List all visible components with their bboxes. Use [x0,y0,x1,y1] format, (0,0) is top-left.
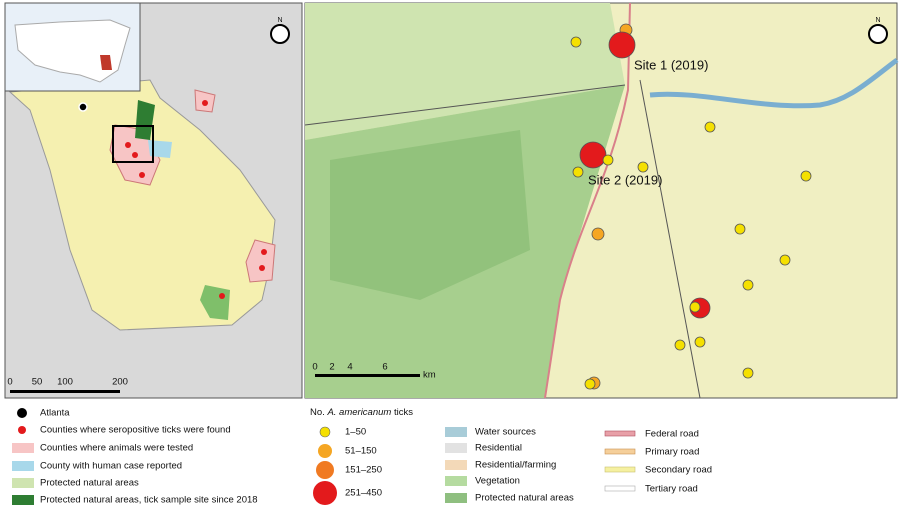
north-label: N [277,17,282,24]
legend-title: No. A. americanum ticks [310,407,413,418]
legend-label: Secondary road [645,465,712,476]
legend-label: 251–450 [345,488,382,499]
boundary [304,84,626,126]
legend-label: Federal road [645,429,699,440]
legend-label: Vegetation [475,476,520,487]
legend-symbol [12,443,34,453]
vegetation [305,3,625,140]
legend-label: Residential [475,443,522,454]
scale-bar [10,390,120,393]
legend-label: 51–150 [345,446,377,457]
legend-symbol [319,426,331,438]
study-box [112,125,154,163]
water [649,57,899,109]
legend-symbol [604,448,636,455]
north-arrow [270,24,290,44]
atlanta-marker [78,102,88,112]
legend-label: Protected natural areas [40,478,139,489]
north-label: N [875,17,880,24]
scale-unit: km [423,370,436,381]
georgia [8,79,276,331]
legend-symbol [604,430,636,437]
legend-symbol [17,408,27,418]
legend-label: Protected natural areas, tick sample sit… [40,495,258,506]
scale-label: 50 [32,377,43,388]
legend-symbol [445,476,467,486]
scale-label: 200 [112,377,128,388]
road [639,79,701,399]
legend-symbol [12,478,34,488]
scale-label: 6 [382,362,387,373]
legend-label: Tertiary road [645,484,698,495]
protected-area [330,130,530,300]
legend-symbol [445,493,467,503]
title-part: ticks [394,407,413,418]
legend-symbol [12,461,34,471]
seropositive-dots [125,100,267,299]
legend-label: 1–50 [345,427,366,438]
scale-label: 0 [7,377,12,388]
legend-symbol [318,444,332,458]
legend-symbol [445,443,467,453]
legend-symbol [445,460,467,470]
scale-bar [315,374,420,377]
federal-road [544,2,631,399]
tick-sites [570,23,812,390]
legend-symbol [18,426,26,434]
site-label: Site 2 (2019) [588,172,662,187]
legend-label: 151–250 [345,465,382,476]
legend-symbol [445,427,467,437]
left-map: N 0 50 100 200 [4,2,303,399]
legend-roads: Federal road Primary road Secondary road… [604,429,712,495]
scale-label: 4 [347,362,352,373]
legend-symbol [12,495,34,505]
title-part: No. [310,407,325,418]
legend-label: Residential/farming [475,460,556,471]
human-case-county [148,140,172,158]
legend-label: Counties where animals were tested [40,443,193,454]
scale-label: 2 [329,362,334,373]
scale-label: 0 [312,362,317,373]
legend-label: County with human case reported [40,461,182,472]
legend-symbol [316,461,334,479]
right-map: Site 1 (2019) Site 2 (2019) N 0 2 4 6 km [304,2,899,399]
scale-label: 100 [57,377,73,388]
legend-label: Primary road [645,447,699,458]
title-part: A. americanum [326,407,391,418]
legend-map: Atlanta Counties where seropositive tick… [12,408,258,506]
legend-land-use: Water sources Residential Residential/fa… [445,427,574,504]
legend-symbol [604,466,636,473]
legend-symbol [604,485,636,492]
us-outline [14,19,131,83]
georgia-highlight [100,55,112,70]
legend-symbol [313,481,337,505]
tested-counties [245,239,276,283]
north-arrow [868,24,888,44]
tick-site-area [135,100,155,140]
legend-label: Protected natural areas [475,493,574,504]
legend-label: Water sources [475,427,536,438]
legend-ticks: No. A. americanum ticks 1–50 51–150 151–… [310,407,413,505]
legend-label: Counties where seropositive ticks were f… [40,425,231,436]
site-label: Site 1 (2019) [634,57,708,72]
legend-label: Atlanta [40,408,70,419]
